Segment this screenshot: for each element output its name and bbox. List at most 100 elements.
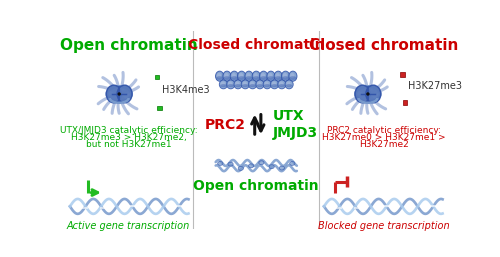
Ellipse shape	[228, 81, 232, 86]
Ellipse shape	[290, 76, 296, 80]
Ellipse shape	[274, 71, 282, 81]
Ellipse shape	[270, 80, 278, 89]
Ellipse shape	[282, 76, 289, 80]
Bar	[129, 205, 135, 207]
Bar	[154, 75, 159, 79]
Bar	[82, 207, 87, 209]
Ellipse shape	[256, 84, 263, 87]
Ellipse shape	[355, 85, 370, 103]
Ellipse shape	[228, 84, 234, 87]
Ellipse shape	[286, 84, 292, 87]
Ellipse shape	[282, 71, 290, 81]
Ellipse shape	[246, 73, 250, 78]
Text: H3K27me0 > H3K27me1 >: H3K27me0 > H3K27me1 >	[322, 133, 446, 142]
Ellipse shape	[268, 76, 274, 80]
Ellipse shape	[235, 81, 240, 86]
Ellipse shape	[220, 84, 226, 87]
Ellipse shape	[248, 80, 256, 89]
Ellipse shape	[248, 164, 254, 168]
Bar	[157, 106, 162, 110]
Ellipse shape	[232, 73, 236, 78]
Ellipse shape	[234, 80, 242, 89]
Text: PRC2: PRC2	[205, 118, 246, 132]
Bar	[430, 205, 436, 207]
Ellipse shape	[264, 84, 270, 87]
Bar	[384, 205, 389, 207]
Text: PRC2 catalytic efficiency:: PRC2 catalytic efficiency:	[327, 126, 441, 135]
Text: Closed chromatin: Closed chromatin	[188, 38, 324, 52]
Bar	[354, 207, 360, 209]
Ellipse shape	[246, 76, 252, 80]
Text: H3K4me3: H3K4me3	[162, 85, 210, 95]
Bar	[402, 100, 407, 105]
Ellipse shape	[224, 76, 230, 80]
Ellipse shape	[241, 80, 250, 89]
Ellipse shape	[216, 71, 224, 81]
Ellipse shape	[256, 80, 264, 89]
Ellipse shape	[250, 81, 254, 86]
Ellipse shape	[272, 84, 278, 87]
Text: Active gene transcription: Active gene transcription	[67, 221, 190, 231]
Ellipse shape	[289, 71, 297, 81]
Ellipse shape	[218, 161, 223, 166]
Ellipse shape	[220, 80, 228, 89]
Ellipse shape	[257, 81, 262, 86]
Text: UTX/JMJD3 catalytic efficiency:: UTX/JMJD3 catalytic efficiency:	[60, 126, 197, 135]
Ellipse shape	[220, 81, 225, 86]
Ellipse shape	[226, 80, 235, 89]
Ellipse shape	[285, 80, 293, 89]
Ellipse shape	[242, 84, 248, 87]
Ellipse shape	[117, 85, 132, 103]
Ellipse shape	[238, 76, 245, 80]
Ellipse shape	[245, 71, 253, 81]
Ellipse shape	[286, 81, 290, 86]
Text: Blocked gene transcription: Blocked gene transcription	[318, 221, 450, 231]
Ellipse shape	[253, 76, 260, 80]
Ellipse shape	[260, 76, 267, 80]
Ellipse shape	[217, 73, 221, 78]
Ellipse shape	[275, 76, 281, 80]
Ellipse shape	[250, 84, 256, 87]
Ellipse shape	[268, 73, 272, 78]
Ellipse shape	[228, 162, 233, 166]
Ellipse shape	[224, 73, 228, 78]
Ellipse shape	[235, 84, 241, 87]
Ellipse shape	[238, 71, 246, 81]
Text: H3K27me3 > H3K27me2,: H3K27me3 > H3K27me2,	[70, 133, 186, 142]
Text: Open chromatin: Open chromatin	[60, 38, 198, 53]
Ellipse shape	[223, 71, 231, 81]
Text: Closed chromatin: Closed chromatin	[310, 38, 459, 53]
Text: Open chromatin: Open chromatin	[194, 179, 319, 193]
Ellipse shape	[216, 76, 223, 80]
Ellipse shape	[290, 73, 294, 78]
Circle shape	[118, 92, 121, 96]
Ellipse shape	[264, 81, 269, 86]
Ellipse shape	[278, 80, 286, 89]
Ellipse shape	[254, 73, 258, 78]
Ellipse shape	[263, 80, 272, 89]
Text: but not H3K27me1: but not H3K27me1	[86, 140, 171, 149]
Text: UTX
JMJD3: UTX JMJD3	[273, 109, 318, 140]
Ellipse shape	[279, 81, 283, 86]
Ellipse shape	[230, 71, 238, 81]
Bar	[100, 207, 105, 209]
Ellipse shape	[238, 167, 244, 170]
Ellipse shape	[366, 85, 381, 103]
Ellipse shape	[276, 73, 280, 78]
Bar	[400, 72, 405, 77]
Ellipse shape	[282, 73, 287, 78]
Ellipse shape	[260, 73, 265, 78]
Ellipse shape	[242, 81, 247, 86]
Ellipse shape	[290, 161, 295, 166]
Ellipse shape	[231, 76, 237, 80]
Ellipse shape	[106, 85, 121, 103]
Ellipse shape	[260, 71, 268, 81]
Bar	[176, 205, 182, 207]
Ellipse shape	[272, 81, 276, 86]
Ellipse shape	[239, 73, 243, 78]
Text: H3K27me3: H3K27me3	[408, 81, 462, 91]
Ellipse shape	[252, 71, 260, 81]
Bar	[336, 207, 342, 209]
Ellipse shape	[278, 84, 285, 87]
Ellipse shape	[269, 165, 274, 169]
